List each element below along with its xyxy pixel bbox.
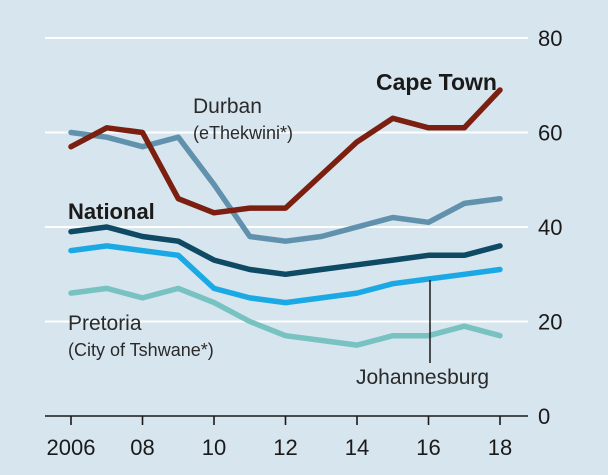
series-lines [68, 87, 503, 348]
x-tick-label-2016: 16 [416, 435, 440, 460]
x-tick-label-2018: 18 [488, 435, 512, 460]
series-sublabel-durban: (eThekwini*) [193, 123, 293, 143]
x-tick-label-2006: 2006 [47, 435, 96, 460]
series-annotations: Cape Town Durban (eThekwini*) National J… [68, 69, 497, 389]
series-label-pretoria: Pretoria [68, 312, 142, 335]
series-sublabel-pretoria: (City of Tshwane*) [68, 340, 214, 360]
series-line-national [68, 224, 503, 278]
x-tick-label-2008: 08 [130, 435, 154, 460]
series-label-capetown: Cape Town [376, 69, 497, 95]
series-label-national: National [68, 199, 155, 224]
y-tick-label-60: 60 [538, 121, 562, 146]
y-tick-label-40: 40 [538, 215, 562, 240]
x-tick-label-2014: 14 [345, 435, 369, 460]
series-line-pretoria [68, 285, 503, 348]
series-line-johannesburg [68, 243, 503, 306]
x-axis: 2006 08 10 12 14 16 18 [47, 416, 512, 460]
x-tick-label-2010: 10 [202, 435, 226, 460]
y-tick-label-80: 80 [538, 26, 562, 51]
series-label-johannesburg: Johannesburg [356, 366, 489, 389]
series-line-durban [68, 129, 503, 244]
series-line-capetown [68, 87, 503, 216]
x-tick-label-2012: 12 [273, 435, 297, 460]
y-tick-label-0: 0 [538, 404, 550, 429]
y-axis-ticks: 0 20 40 60 80 [538, 26, 562, 429]
y-tick-label-20: 20 [538, 310, 562, 335]
series-label-durban: Durban [193, 95, 262, 118]
